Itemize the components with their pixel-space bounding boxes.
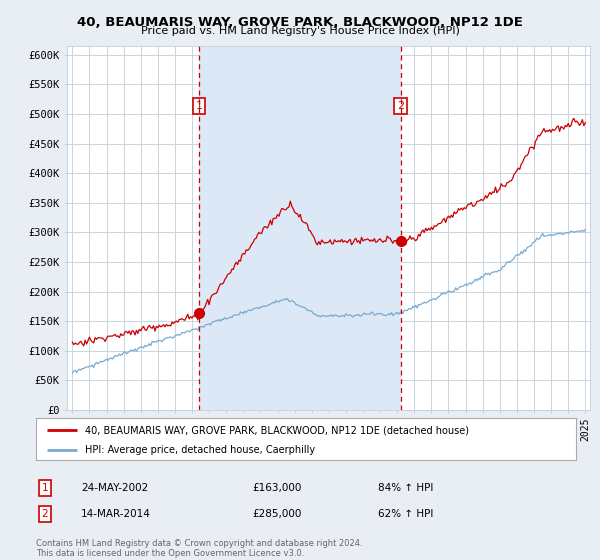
Text: 62% ↑ HPI: 62% ↑ HPI [378, 509, 433, 519]
Text: 24-MAY-2002: 24-MAY-2002 [81, 483, 148, 493]
Text: £285,000: £285,000 [252, 509, 301, 519]
Text: 40, BEAUMARIS WAY, GROVE PARK, BLACKWOOD, NP12 1DE (detached house): 40, BEAUMARIS WAY, GROVE PARK, BLACKWOOD… [85, 425, 469, 435]
Text: 1: 1 [196, 101, 202, 111]
Text: HPI: Average price, detached house, Caerphilly: HPI: Average price, detached house, Caer… [85, 445, 315, 455]
Text: 84% ↑ HPI: 84% ↑ HPI [378, 483, 433, 493]
Text: Contains HM Land Registry data © Crown copyright and database right 2024.
This d: Contains HM Land Registry data © Crown c… [36, 539, 362, 558]
Text: 2: 2 [397, 101, 404, 111]
Text: 2: 2 [41, 509, 49, 519]
Text: £163,000: £163,000 [252, 483, 301, 493]
Text: Price paid vs. HM Land Registry's House Price Index (HPI): Price paid vs. HM Land Registry's House … [140, 26, 460, 36]
Text: 40, BEAUMARIS WAY, GROVE PARK, BLACKWOOD, NP12 1DE: 40, BEAUMARIS WAY, GROVE PARK, BLACKWOOD… [77, 16, 523, 29]
Text: 1: 1 [41, 483, 49, 493]
Text: 14-MAR-2014: 14-MAR-2014 [81, 509, 151, 519]
Bar [199, 46, 401, 410]
